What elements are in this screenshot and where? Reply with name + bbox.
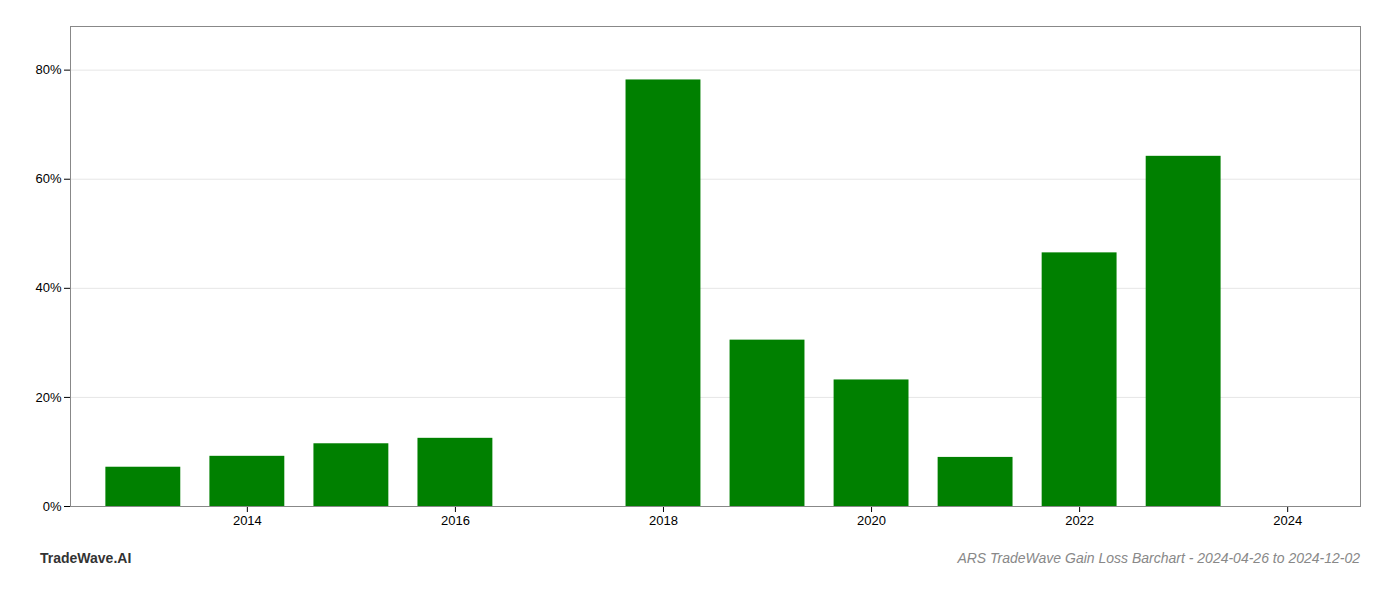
svg-text:80%: 80% [35, 62, 61, 77]
svg-text:2016: 2016 [441, 513, 470, 528]
svg-text:2018: 2018 [649, 513, 678, 528]
svg-text:60%: 60% [35, 171, 61, 186]
svg-text:40%: 40% [35, 280, 61, 295]
svg-text:2022: 2022 [1065, 513, 1094, 528]
svg-text:0%: 0% [43, 499, 62, 514]
svg-text:2020: 2020 [857, 513, 886, 528]
svg-text:20%: 20% [35, 390, 61, 405]
svg-text:2024: 2024 [1273, 513, 1302, 528]
html-text:TradeWave.AI: TradeWave.AI [40, 550, 132, 566]
svg-text:2014: 2014 [233, 513, 262, 528]
html-text:ARS TradeWave Gain Loss Barcha: ARS TradeWave Gain Loss Barchart - 2024-… [957, 550, 1360, 566]
